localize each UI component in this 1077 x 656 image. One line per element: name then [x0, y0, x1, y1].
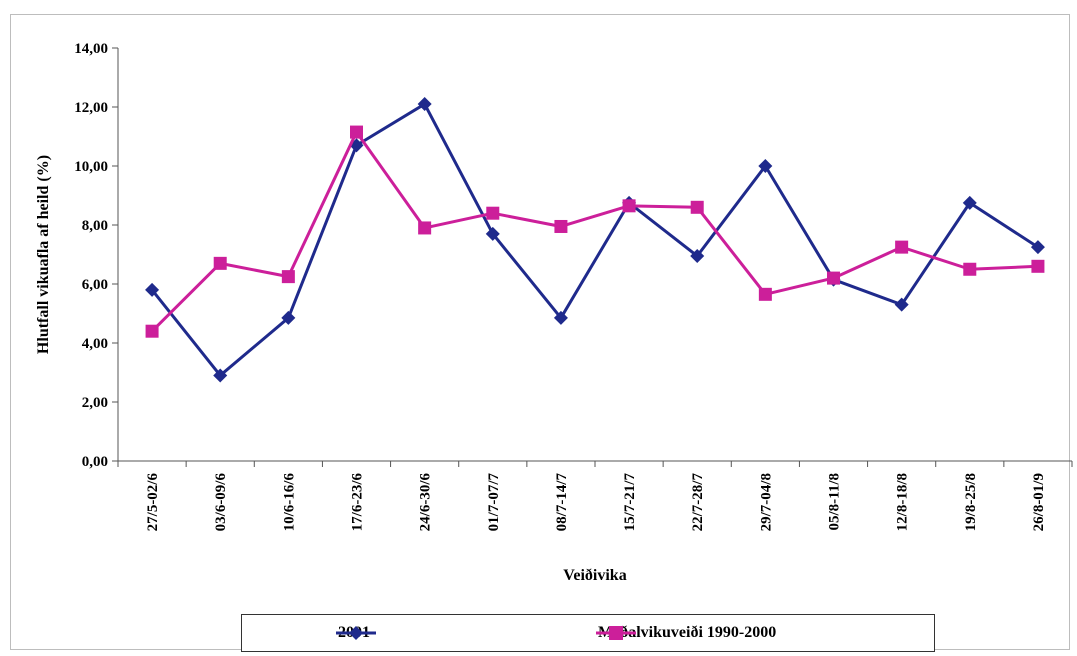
x-axis-title: Veiðivika — [563, 567, 626, 584]
series-1-point — [350, 125, 363, 139]
x-tick-label: 22/7-28/7 — [690, 473, 706, 532]
legend-item-average: Meðalvikuveiði 1990-2000 — [594, 623, 776, 643]
series-0-point — [417, 97, 432, 112]
series-0-point — [145, 282, 160, 297]
legend: 2001 Meðalvikuveiði 1990-2000 — [241, 614, 935, 652]
x-tick-label: 12/8-18/8 — [895, 473, 911, 531]
y-tick-label: 14,00 — [74, 41, 108, 57]
series-1-point — [145, 324, 159, 338]
y-tick-label: 6,00 — [82, 277, 108, 293]
series-0-point — [690, 248, 705, 263]
x-tick-label: 26/8-01/9 — [1031, 473, 1047, 531]
legend-label-average: Meðalvikuveiði 1990-2000 — [598, 624, 777, 641]
series-1-point — [213, 256, 227, 270]
y-tick-label: 2,00 — [82, 395, 108, 411]
series-1-point — [895, 240, 909, 254]
legend-item-2001: 2001 — [334, 623, 376, 643]
y-tick-label: 0,00 — [82, 454, 108, 470]
y-tick-label: 8,00 — [82, 218, 108, 234]
x-tick-label: 15/7-21/7 — [622, 473, 638, 532]
series-1-point — [963, 262, 977, 276]
series-0-point — [553, 310, 568, 325]
x-tick-label: 19/8-25/8 — [963, 473, 979, 531]
x-tick-label: 27/5-02/6 — [145, 473, 161, 532]
series-0-point — [894, 297, 909, 312]
series-1-point — [281, 270, 295, 284]
y-tick-label: 4,00 — [82, 336, 108, 352]
x-tick-label: 08/7-14/7 — [554, 473, 570, 532]
x-tick-label: 05/8-11/8 — [827, 473, 843, 531]
series-0-point — [1030, 240, 1045, 255]
legend-marker-diamond-icon — [336, 626, 376, 640]
x-tick-label: 10/6-16/6 — [281, 473, 297, 532]
x-tick-label: 24/6-30/6 — [418, 473, 434, 532]
x-tick-label: 03/6-09/6 — [213, 473, 229, 532]
series-0-point — [281, 310, 296, 325]
series-1-point — [758, 287, 772, 301]
y-tick-label: 12,00 — [74, 100, 108, 116]
series-1-point — [554, 219, 568, 233]
series-1-point — [1031, 259, 1045, 273]
legend-marker-square-icon — [596, 626, 636, 640]
x-tick-label: 29/7-04/8 — [758, 473, 774, 531]
y-tick-label: 10,00 — [74, 159, 108, 175]
x-tick-label: 17/6-23/6 — [350, 473, 366, 532]
series-0-point — [485, 226, 500, 241]
x-tick-label: 01/7-07/7 — [486, 473, 502, 532]
series-1-point — [622, 199, 636, 213]
series-1-point — [827, 271, 840, 285]
series-1-point — [486, 206, 500, 220]
series-1-point — [418, 221, 432, 235]
series-line-1 — [151, 130, 1038, 333]
series-0-point — [213, 368, 228, 383]
y-axis-title: Hlutfall vikuafla af heild (%) — [35, 155, 52, 354]
series-line-0 — [150, 102, 1039, 377]
series-1-point — [690, 200, 704, 214]
series-0-point — [758, 159, 773, 173]
series-0-point — [962, 195, 977, 210]
